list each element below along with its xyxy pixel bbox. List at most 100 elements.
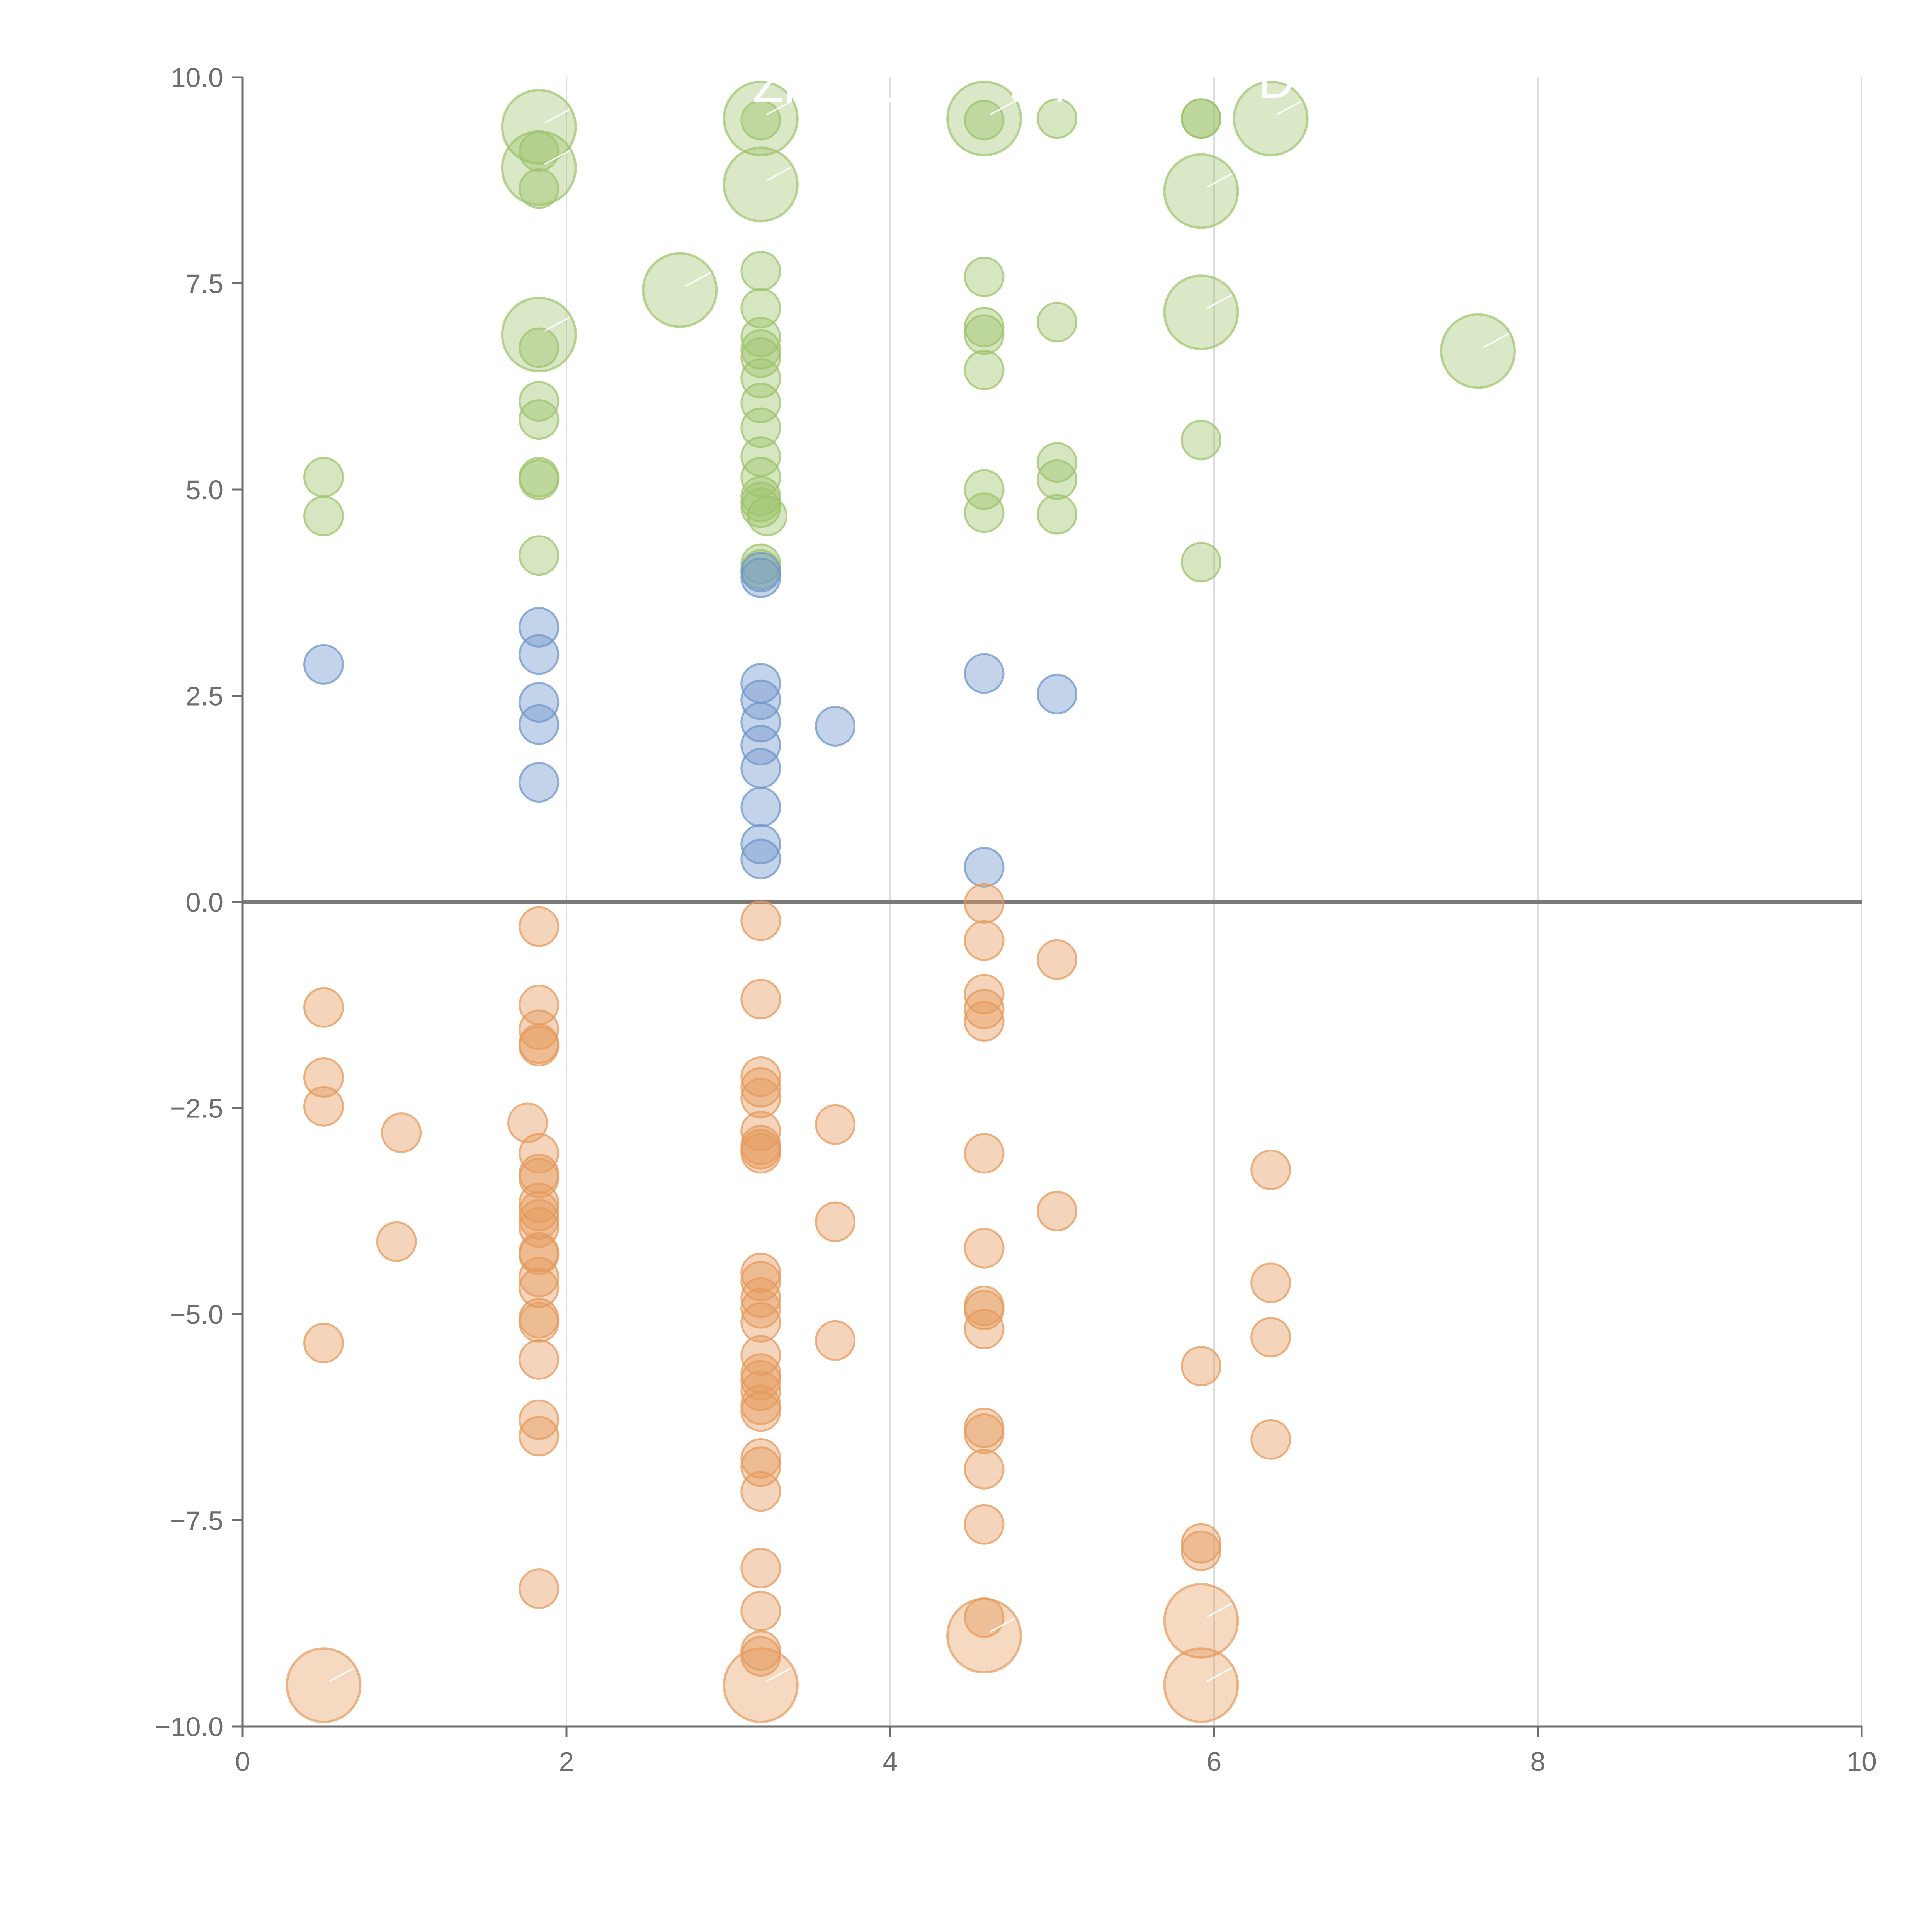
orange-point-76 bbox=[1180, 1345, 1221, 1386]
orange-point-45 bbox=[740, 1360, 781, 1401]
x-tick-label-1: 2 bbox=[559, 1747, 574, 1777]
orange-point-57 bbox=[815, 1201, 856, 1242]
orange-point-49 bbox=[740, 1438, 781, 1479]
blue-point-5 bbox=[519, 762, 560, 803]
x-tick-label-5: 10 bbox=[1847, 1747, 1877, 1777]
green-point-36 bbox=[1037, 442, 1078, 483]
green-point-3 bbox=[519, 168, 560, 209]
green-point-13 bbox=[740, 316, 781, 357]
orange-point-58 bbox=[815, 1320, 856, 1361]
orange-point-7 bbox=[519, 906, 560, 947]
orange-point-17 bbox=[519, 1199, 560, 1240]
green-point-30 bbox=[964, 314, 1005, 355]
orange-point-71 bbox=[964, 1449, 1005, 1490]
blue-point-4 bbox=[519, 704, 560, 745]
green-large-point-2 bbox=[501, 296, 577, 372]
orange-point-32 bbox=[740, 1067, 781, 1108]
orange-point-82 bbox=[1250, 1419, 1291, 1460]
green-point-8 bbox=[519, 459, 560, 500]
blue-point-3 bbox=[519, 682, 560, 723]
green-point-42 bbox=[1180, 542, 1221, 583]
orange-point-62 bbox=[964, 988, 1005, 1029]
green-large-point-6 bbox=[946, 80, 1022, 156]
green-point-17 bbox=[740, 383, 781, 423]
orange-point-1 bbox=[303, 1057, 344, 1098]
orange-point-72 bbox=[964, 1504, 1005, 1545]
orange-point-64 bbox=[964, 1133, 1005, 1174]
green-point-37 bbox=[1037, 459, 1078, 500]
orange-point-59 bbox=[964, 883, 1005, 924]
green-point-4 bbox=[519, 327, 560, 368]
orange-point-29 bbox=[740, 900, 781, 941]
orange-point-24 bbox=[519, 1302, 560, 1343]
blue-point-2 bbox=[519, 634, 560, 675]
green-large-point-0 bbox=[501, 89, 577, 165]
orange-point-53 bbox=[740, 1590, 781, 1631]
green-leader-8 bbox=[1206, 294, 1233, 309]
orange-point-3 bbox=[303, 1323, 344, 1364]
orange-point-2 bbox=[303, 1086, 344, 1127]
orange-point-51 bbox=[740, 1471, 781, 1512]
green-point-27 bbox=[964, 100, 1005, 141]
green-point-33 bbox=[964, 492, 1005, 533]
green-point-12 bbox=[740, 288, 781, 329]
orange-point-63 bbox=[964, 1001, 1005, 1042]
blue-point-10 bbox=[740, 702, 781, 743]
orange-point-15 bbox=[519, 1182, 560, 1223]
orange-point-33 bbox=[740, 1078, 781, 1119]
orange-large-point-1 bbox=[723, 1647, 799, 1723]
orange-leader-4 bbox=[1206, 1667, 1233, 1682]
orange-point-31 bbox=[740, 1056, 781, 1097]
green-point-23 bbox=[740, 487, 781, 528]
green-large-point-3 bbox=[642, 252, 718, 328]
y-tick-label-1: 7.5 bbox=[186, 269, 223, 299]
orange-point-27 bbox=[519, 1416, 560, 1457]
orange-large-point-4 bbox=[1163, 1647, 1239, 1723]
green-large-point-4 bbox=[723, 80, 799, 156]
blue-point-11 bbox=[740, 725, 781, 766]
orange-point-42 bbox=[740, 1302, 781, 1343]
green-leader-3 bbox=[685, 272, 711, 287]
green-point-38 bbox=[1037, 494, 1078, 535]
orange-point-4 bbox=[381, 1112, 422, 1153]
orange-point-70 bbox=[964, 1413, 1005, 1454]
point-label-1: X bbox=[885, 56, 919, 113]
x-tick-label-4: 8 bbox=[1531, 1747, 1546, 1777]
data-points bbox=[286, 80, 1516, 1723]
orange-point-48 bbox=[740, 1391, 781, 1432]
orange-point-65 bbox=[964, 1228, 1005, 1269]
orange-point-14 bbox=[519, 1158, 560, 1199]
x-tick-label-0: 0 bbox=[235, 1747, 250, 1777]
x-tick-label-3: 6 bbox=[1207, 1747, 1222, 1777]
orange-large-point-0 bbox=[286, 1647, 362, 1723]
blue-point-19 bbox=[1037, 673, 1078, 714]
orange-point-21 bbox=[519, 1257, 560, 1298]
blue-point-18 bbox=[964, 847, 1005, 888]
green-leader-1 bbox=[544, 150, 570, 165]
green-point-15 bbox=[740, 337, 781, 378]
green-large-point-1 bbox=[501, 130, 577, 206]
orange-point-40 bbox=[740, 1277, 781, 1318]
blue-point-13 bbox=[740, 787, 781, 828]
blue-point-7 bbox=[740, 557, 781, 598]
blue-point-15 bbox=[740, 838, 781, 879]
green-point-1 bbox=[303, 495, 344, 536]
point-label-0: Zh bbox=[753, 56, 812, 113]
green-point-14 bbox=[740, 329, 781, 370]
orange-point-20 bbox=[519, 1234, 560, 1275]
green-point-40 bbox=[1180, 98, 1221, 139]
orange-point-38 bbox=[740, 1252, 781, 1293]
green-large-point-7 bbox=[1163, 153, 1239, 229]
green-leader-6 bbox=[990, 100, 1015, 116]
point-label-3: Do bbox=[1258, 52, 1323, 109]
y-tick-label-6: −5.0 bbox=[170, 1299, 223, 1330]
green-leader-4 bbox=[766, 100, 792, 116]
orange-leader-2 bbox=[990, 1617, 1015, 1633]
x-tick-label-2: 4 bbox=[883, 1747, 898, 1777]
orange-point-12 bbox=[519, 1133, 560, 1174]
orange-point-6 bbox=[507, 1102, 548, 1143]
tick-marks-and-labels: 0 2 4 6 8 10 10.0 7.5 5.0 2.5 0.0 −2.5 −5.0 −7.5 −10.0 bbox=[155, 63, 1877, 1777]
orange-point-79 bbox=[1250, 1150, 1291, 1190]
orange-point-74 bbox=[1037, 939, 1078, 980]
